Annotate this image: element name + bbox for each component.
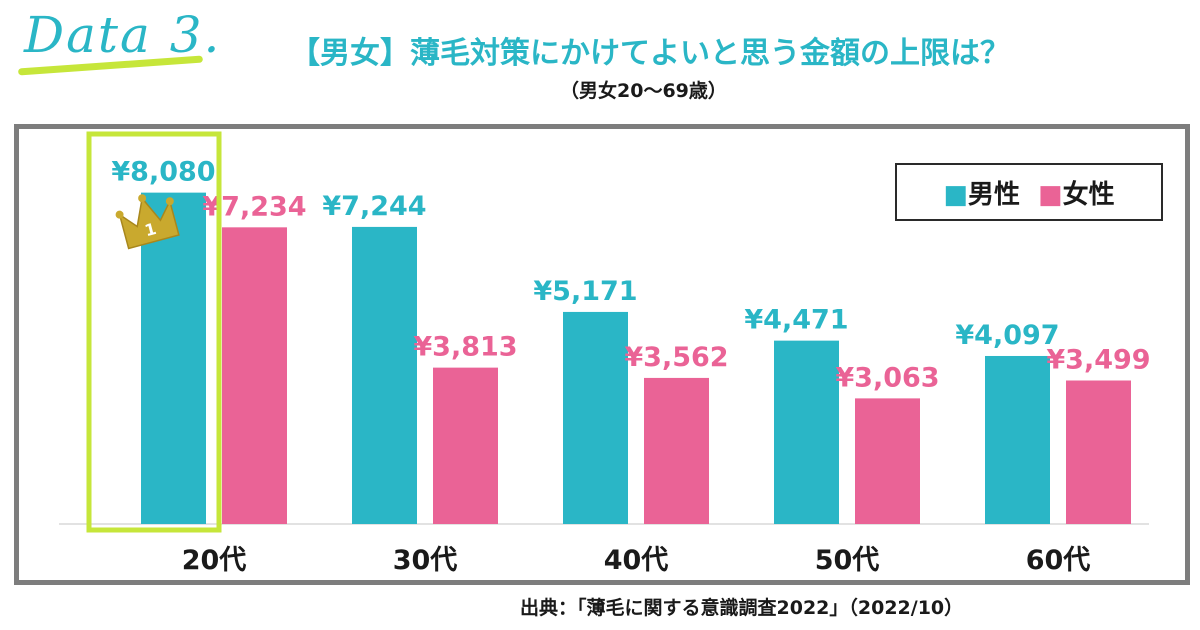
source-note: 出典：「薄毛に関する意識調査2022」（2022/10） — [520, 597, 964, 619]
tick-label-20代: 20代 — [182, 545, 247, 576]
chart-frame: ¥8,080 ¥7,234 20代 ¥7,244 ¥3,813 30代 ¥5,171 ¥3,5… — [14, 124, 1190, 585]
bar-female-60代 — [1066, 380, 1131, 524]
bar-male-60代 — [985, 355, 1050, 524]
bar-male-50代 — [774, 340, 839, 524]
data-label-male-40代: ¥5,171 — [533, 276, 637, 307]
bar-female-20代 — [222, 227, 287, 525]
bar-female-40代 — [644, 377, 709, 524]
bar-chart: ¥8,080¥7,23420代¥7,244¥3,81330代¥5,171¥3,5… — [59, 131, 1151, 576]
tick-label-30代: 30代 — [393, 545, 458, 576]
data-label-female-50代: ¥3,063 — [835, 362, 939, 393]
chart-subtitle: （男女20〜69歳） — [560, 80, 727, 102]
data-label-female-60代: ¥3,499 — [1046, 345, 1150, 376]
data-label-male-50代: ¥4,471 — [744, 305, 848, 336]
legend-label-female: ■女性 — [1038, 179, 1115, 210]
bar-male-40代 — [563, 311, 628, 524]
legend-item-male: ■男性 — [943, 174, 1020, 211]
crown-jewel — [115, 210, 124, 219]
legend-label-male: ■男性 — [943, 179, 1020, 210]
chart-title: 【男女】薄毛対策にかけてよいと思う金額の上限は？ — [290, 36, 1010, 71]
data-label-male-20代: ¥8,080 — [111, 157, 215, 188]
legend-swatch-icon: ■ — [943, 179, 968, 210]
chart-legend: ■男性 ■女性 — [895, 163, 1163, 221]
highlight-box — [86, 131, 222, 533]
crown-icon: 1 — [115, 194, 180, 250]
legend-item-female: ■女性 — [1038, 174, 1115, 211]
crown-jewel — [138, 194, 147, 203]
bar-male-20代 — [141, 192, 206, 524]
tick-label-50代: 50代 — [815, 545, 880, 576]
tick-label-60代: 60代 — [1026, 545, 1091, 576]
tick-label-40代: 40代 — [604, 545, 669, 576]
data-label-male-30代: ¥7,244 — [322, 191, 426, 222]
bar-female-50代 — [855, 398, 920, 524]
bar-male-30代 — [352, 226, 417, 524]
data-label-female-40代: ¥3,562 — [624, 342, 728, 373]
header: Data 3. 【男女】薄毛対策にかけてよいと思う金額の上限は？ （男女20〜6… — [0, 0, 1200, 115]
data-label-male-60代: ¥4,097 — [955, 320, 1059, 351]
data-label: Data 3. — [24, 6, 222, 64]
data-label-female-30代: ¥3,813 — [413, 332, 517, 363]
legend-swatch-icon: ■ — [1038, 179, 1063, 210]
crown-rank-label: 1 — [143, 219, 159, 240]
bar-female-30代 — [433, 367, 498, 524]
crown-jewel — [165, 197, 174, 206]
